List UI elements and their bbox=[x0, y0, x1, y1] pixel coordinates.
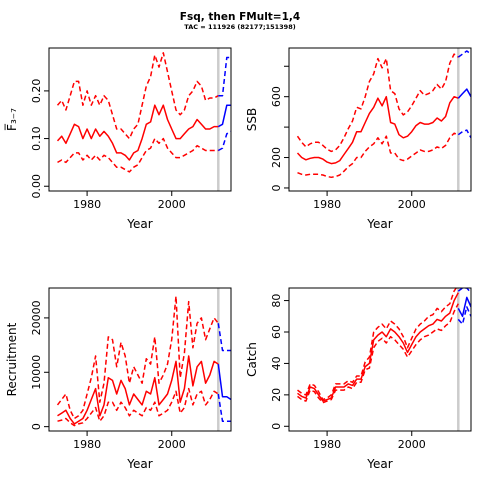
series-historical-upper bbox=[56, 295, 219, 420]
series-historical-upper bbox=[296, 53, 459, 153]
y-tick-label: 0 bbox=[270, 423, 283, 430]
y-tick-label: 0 bbox=[30, 423, 43, 430]
plot-frame bbox=[288, 47, 472, 192]
y-tick-label: 40 bbox=[270, 356, 283, 370]
series-forecast-lower bbox=[457, 129, 471, 139]
chart-subtitle: TAC = 111926 (82177;151398) bbox=[184, 23, 296, 31]
y-tick-label: 200 bbox=[270, 147, 283, 168]
series-historical-median bbox=[57, 355, 219, 425]
series-forecast-upper bbox=[218, 56, 231, 97]
y-tick-label: 0 bbox=[270, 184, 283, 191]
series-historical-upper bbox=[297, 288, 458, 401]
y-tick-label: 0.00 bbox=[30, 174, 43, 199]
series-historical-median bbox=[297, 292, 459, 402]
series-forecast-upper bbox=[217, 323, 231, 352]
series-historical-median bbox=[296, 95, 459, 165]
series-forecast-upper bbox=[457, 50, 471, 58]
x-tick-label: 1980 bbox=[313, 198, 341, 211]
y-tick-label: 20 bbox=[270, 388, 283, 402]
y-tick-label: 0.20 bbox=[30, 79, 43, 104]
x-tick-label: 2000 bbox=[158, 198, 186, 211]
series-forecast-upper bbox=[457, 288, 471, 294]
series-group bbox=[297, 288, 471, 404]
y-tick-label: 10000 bbox=[30, 355, 43, 390]
series-historical-lower bbox=[297, 303, 459, 404]
series-historical-median bbox=[56, 104, 219, 161]
x-tick-label: 1980 bbox=[313, 438, 341, 451]
y-tick-label: 20000 bbox=[30, 300, 43, 335]
x-tick-label: 1980 bbox=[73, 198, 101, 211]
y-tick-label: 60 bbox=[270, 325, 283, 339]
x-tick-label: 2000 bbox=[398, 198, 426, 211]
panel-fbar: 1980 2000 0.00 0.10 0.20 Year F̅₃₋₇ bbox=[4, 47, 232, 231]
x-axis-label: Year bbox=[126, 217, 152, 231]
plot-frame bbox=[288, 287, 472, 432]
x-axis-label: Year bbox=[366, 217, 392, 231]
series-forecast-median bbox=[457, 88, 471, 99]
panel-ssb: 1980 2000 0 200 600 Year SSB bbox=[245, 47, 472, 231]
x-tick-label: 2000 bbox=[158, 438, 186, 451]
y-tick-label: 0.10 bbox=[30, 126, 43, 151]
series-historical-lower bbox=[57, 137, 219, 173]
series-group bbox=[56, 295, 231, 427]
y-axis-label: Recruitment bbox=[5, 322, 19, 396]
series-forecast-median bbox=[457, 296, 471, 318]
x-tick-label: 1980 bbox=[73, 438, 101, 451]
series-historical-lower bbox=[57, 387, 219, 427]
series-forecast-median bbox=[217, 104, 231, 128]
series-forecast-lower bbox=[217, 393, 231, 422]
x-axis-label: Year bbox=[126, 457, 152, 471]
series-forecast-lower bbox=[217, 130, 231, 152]
series-group bbox=[296, 50, 471, 179]
y-axis-label: Catch bbox=[245, 342, 259, 377]
series-historical-lower bbox=[297, 132, 459, 179]
plot-frame bbox=[48, 287, 232, 432]
chart-title: Fsq, then FMult=1,4 bbox=[179, 11, 301, 23]
y-tick-label: 80 bbox=[270, 294, 283, 308]
plot-frame bbox=[48, 47, 232, 192]
series-historical-upper bbox=[56, 52, 219, 140]
y-axis-label: SSB bbox=[245, 108, 259, 131]
series-forecast-lower bbox=[457, 306, 471, 325]
y-tick-label: 600 bbox=[270, 86, 283, 107]
panel-catch: 1980 2000 0 20 40 60 80 Year Catch bbox=[245, 287, 472, 471]
series-group bbox=[56, 52, 231, 173]
series-forecast-median bbox=[217, 364, 231, 401]
x-axis-label: Year bbox=[366, 457, 392, 471]
y-axis-label: F̅₃₋₇ bbox=[4, 108, 19, 131]
x-tick-label: 2000 bbox=[398, 438, 426, 451]
